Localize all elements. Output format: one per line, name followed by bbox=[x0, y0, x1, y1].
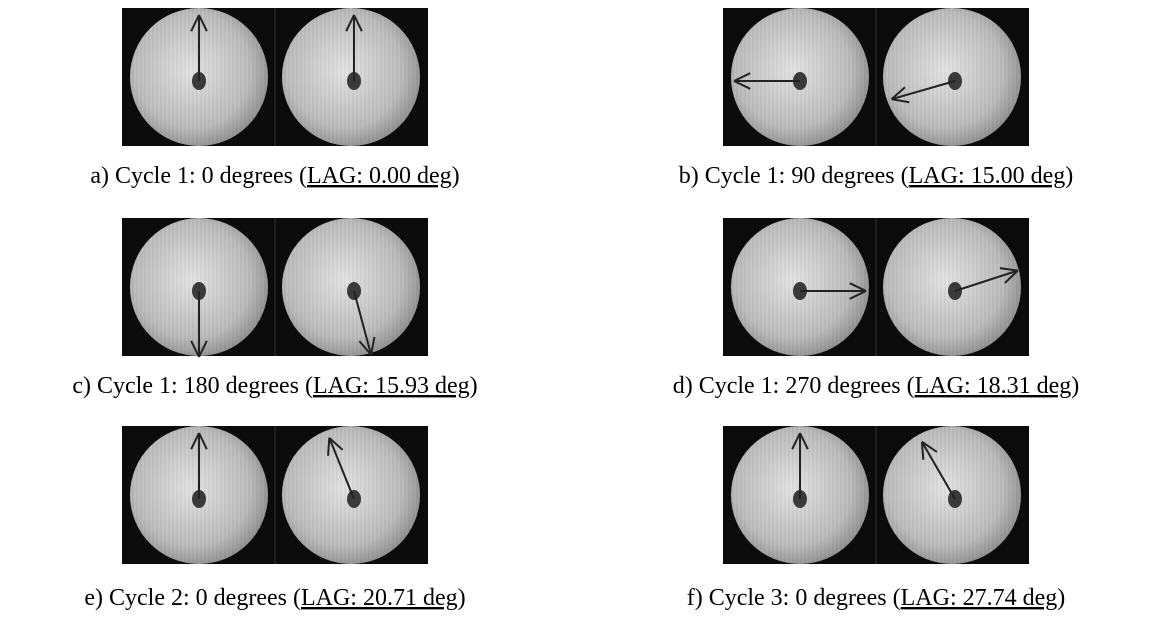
panel: e) Cycle 2: 0 degrees (LAG: 20.71 deg) bbox=[84, 426, 466, 611]
arrow-head bbox=[190, 14, 200, 32]
arrow-head bbox=[353, 14, 363, 32]
arrow-head bbox=[799, 432, 809, 450]
arrow-head bbox=[198, 432, 208, 450]
arrow-head bbox=[198, 340, 208, 358]
lag-value: LAG: 15.93 deg bbox=[313, 373, 470, 399]
caption-text: b) Cycle 1: 90 degrees ( bbox=[679, 163, 909, 189]
arrow-head bbox=[327, 437, 331, 456]
panel: b) Cycle 1: 90 degrees (LAG: 15.00 deg) bbox=[679, 8, 1074, 189]
arrow-shaft bbox=[954, 269, 1019, 292]
panel: c) Cycle 1: 180 degrees (LAG: 15.93 deg) bbox=[72, 218, 478, 399]
arrow-head bbox=[891, 98, 910, 104]
lag-value: LAG: 0.00 deg bbox=[307, 163, 452, 189]
caption-close: ) bbox=[1071, 373, 1079, 399]
arrow-head bbox=[1004, 269, 1019, 284]
caption-close: ) bbox=[470, 373, 478, 399]
panel: a) Cycle 1: 0 degrees (LAG: 0.00 deg) bbox=[90, 8, 460, 189]
caption: a) Cycle 1: 0 degrees (LAG: 0.00 deg) bbox=[90, 163, 459, 189]
lag-value: LAG: 18.31 deg bbox=[915, 373, 1072, 399]
arrow-head bbox=[921, 441, 938, 453]
arrow-head bbox=[733, 72, 751, 82]
panel: f) Cycle 3: 0 degrees (LAG: 27.74 deg) bbox=[687, 426, 1066, 611]
caption: c) Cycle 1: 180 degrees (LAG: 15.93 deg) bbox=[72, 373, 477, 399]
caption-close: ) bbox=[1057, 585, 1065, 611]
caption-text: d) Cycle 1: 270 degrees ( bbox=[673, 373, 915, 399]
arrow-shaft bbox=[353, 290, 373, 356]
arrow-head bbox=[198, 14, 208, 32]
caption: b) Cycle 1: 90 degrees (LAG: 15.00 deg) bbox=[679, 163, 1074, 189]
arrow-head bbox=[370, 336, 376, 355]
caption-text: c) Cycle 1: 180 degrees ( bbox=[72, 373, 313, 399]
arrow-shaft bbox=[921, 441, 956, 500]
caption: f) Cycle 3: 0 degrees (LAG: 27.74 deg) bbox=[687, 585, 1066, 611]
arrow-head bbox=[890, 86, 906, 100]
caption: d) Cycle 1: 270 degrees (LAG: 18.31 deg) bbox=[673, 373, 1080, 399]
arrow-shaft bbox=[891, 80, 956, 101]
arrow-head bbox=[791, 432, 801, 450]
arrow-head bbox=[190, 340, 200, 358]
arrow-head bbox=[328, 437, 344, 451]
caption-text: f) Cycle 3: 0 degrees ( bbox=[687, 585, 901, 611]
caption-text: a) Cycle 1: 0 degrees ( bbox=[90, 163, 307, 189]
caption: e) Cycle 2: 0 degrees (LAG: 20.71 deg) bbox=[84, 585, 465, 611]
arrow-head bbox=[921, 441, 925, 460]
arrow-shaft bbox=[328, 437, 355, 500]
arrow-head bbox=[733, 80, 751, 90]
arrow-head bbox=[849, 290, 867, 300]
arrow-head bbox=[190, 432, 200, 450]
arrow-head bbox=[849, 282, 867, 292]
arrow-head bbox=[999, 267, 1018, 272]
arrow-head bbox=[358, 340, 372, 356]
caption-close: ) bbox=[1065, 163, 1073, 189]
caption-close: ) bbox=[458, 585, 466, 611]
caption-text: e) Cycle 2: 0 degrees ( bbox=[84, 585, 301, 611]
lag-value: LAG: 20.71 deg bbox=[301, 585, 458, 611]
lag-value: LAG: 15.00 deg bbox=[909, 163, 1066, 189]
lag-value: LAG: 27.74 deg bbox=[901, 585, 1058, 611]
arrow-head bbox=[345, 14, 355, 32]
panel: d) Cycle 1: 270 degrees (LAG: 18.31 deg) bbox=[673, 218, 1080, 399]
caption-close: ) bbox=[452, 163, 460, 189]
